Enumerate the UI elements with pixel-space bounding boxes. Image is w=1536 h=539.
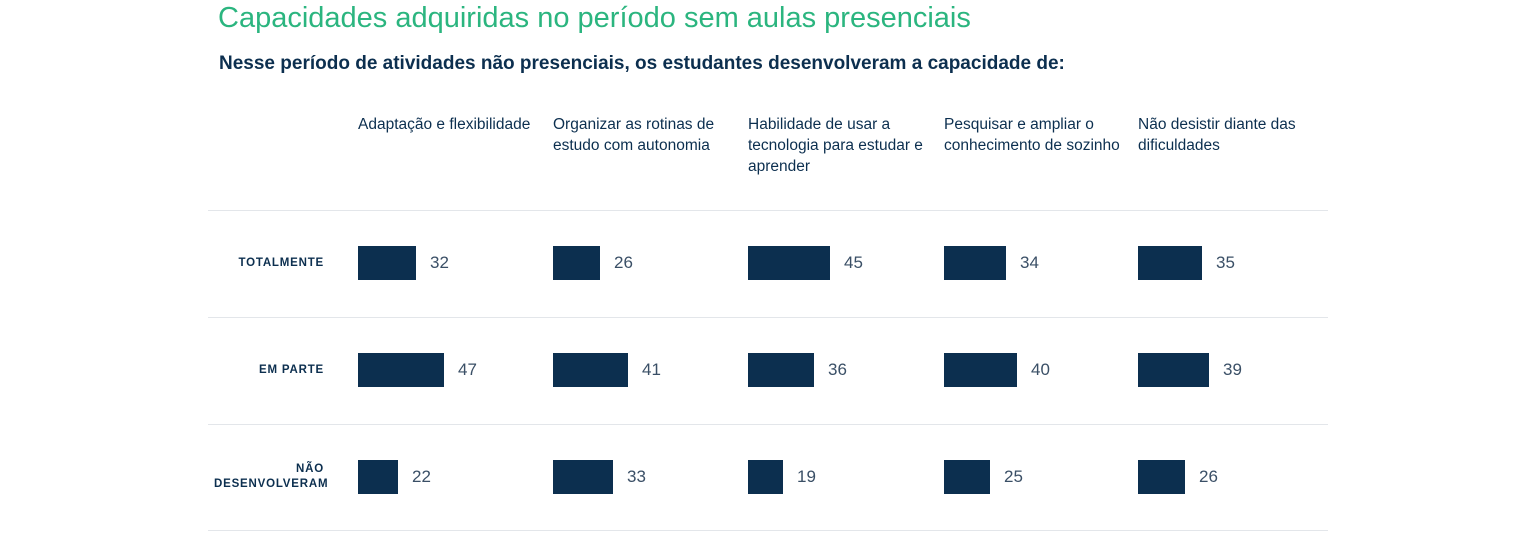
chart-subtitle: Nesse período de atividades não presenci… [219,53,1065,74]
bar [748,246,830,280]
bar-value-label: 26 [614,253,633,272]
bar [553,353,628,387]
bar [358,246,416,280]
bar-value-label: 33 [627,467,646,486]
bar [944,246,1006,280]
chart-title: Capacidades adquiridas no período sem au… [218,2,971,34]
category-header-4: Pesquisar e ampliar o conhecimento de so… [944,116,1120,154]
bar [748,353,814,387]
bar-value-label: 19 [797,467,816,486]
bar-value-label: 40 [1031,360,1050,379]
category-header-5: Não desistir diante das dificuldades [1138,116,1296,154]
row-label-1: TOTALMENTE [238,256,324,269]
bar-value-label: 34 [1020,253,1039,272]
bar [358,353,444,387]
bar [944,460,990,494]
bar [944,353,1017,387]
bar [553,246,600,280]
bar [553,460,613,494]
bar-value-label: 41 [642,360,661,379]
bar-value-label: 22 [412,467,431,486]
bar-value-label: 36 [828,360,847,379]
category-header-1: Adaptação e flexibilidade [358,116,531,133]
bar [1138,460,1185,494]
category-header-2: Organizar as rotinas de estudo com auton… [553,116,715,154]
category-header-3: Habilidade de usar a tecnologia para est… [748,116,923,175]
bar-value-label: 32 [430,253,449,272]
bar [748,460,783,494]
bar-value-label: 25 [1004,467,1023,486]
bar-value-label: 47 [458,360,477,379]
bar-value-label: 35 [1216,253,1235,272]
bar [358,460,398,494]
bar-value-label: 45 [844,253,863,272]
bar [1138,353,1209,387]
bar-value-label: 26 [1199,467,1218,486]
row-label-2: EM PARTE [259,363,324,376]
bar-value-label: 39 [1223,360,1242,379]
row-label-3: NÃO DESENVOLVERAM [214,463,329,490]
bar [1138,246,1202,280]
row-divider [208,424,1328,425]
row-divider [208,317,1328,318]
row-divider [208,530,1328,531]
row-divider [208,210,1328,211]
